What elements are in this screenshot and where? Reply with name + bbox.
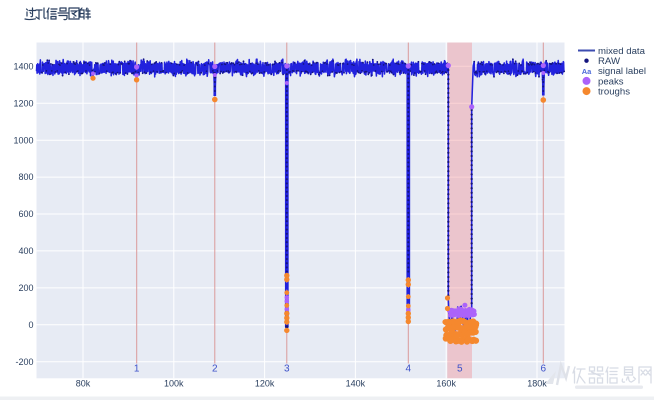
svg-text:2: 2 <box>212 364 218 375</box>
svg-text:400: 400 <box>18 246 33 256</box>
svg-text:600: 600 <box>18 209 33 219</box>
svg-text:1000: 1000 <box>13 135 33 145</box>
svg-text:120k: 120k <box>255 379 275 389</box>
svg-text:signal label: signal label <box>598 66 646 77</box>
svg-text:3: 3 <box>284 364 290 375</box>
svg-text:80k: 80k <box>76 379 91 389</box>
svg-text:160k: 160k <box>436 379 456 389</box>
svg-text:-200: -200 <box>15 357 33 367</box>
svg-text:5: 5 <box>457 364 463 375</box>
svg-text:4: 4 <box>406 364 412 375</box>
svg-text:0: 0 <box>28 320 33 330</box>
svg-text:200: 200 <box>18 283 33 293</box>
svg-text:peaks: peaks <box>598 76 624 87</box>
svg-text:800: 800 <box>18 172 33 182</box>
svg-text:6: 6 <box>541 364 547 375</box>
svg-text:troughs: troughs <box>598 87 630 98</box>
svg-text:1: 1 <box>134 364 140 375</box>
svg-text:RAW: RAW <box>598 56 621 67</box>
svg-text:180k: 180k <box>527 379 547 389</box>
svg-text:1200: 1200 <box>13 98 33 108</box>
svg-text:1400: 1400 <box>13 61 33 71</box>
svg-text:Aa: Aa <box>582 67 592 76</box>
svg-text:mixed data: mixed data <box>598 46 646 57</box>
svg-text:140k: 140k <box>346 379 366 389</box>
svg-text:100k: 100k <box>164 379 184 389</box>
